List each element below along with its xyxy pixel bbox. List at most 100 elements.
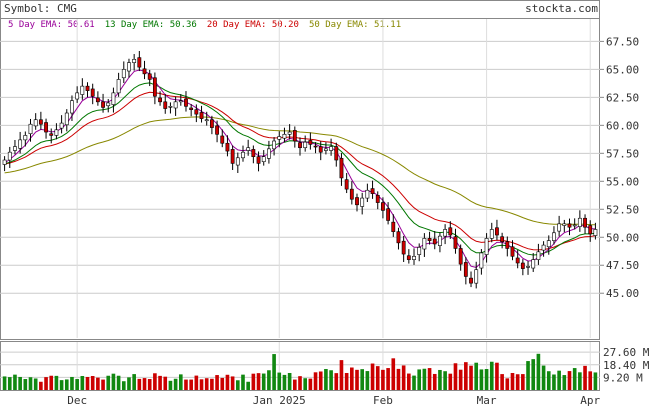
candle-up bbox=[13, 146, 17, 151]
candle-up bbox=[2, 159, 7, 165]
volume-bar-up bbox=[365, 371, 370, 390]
candle-up bbox=[422, 238, 427, 250]
candle-down bbox=[344, 179, 349, 190]
candle-down bbox=[184, 98, 188, 107]
ema-legend: 5 Day EMA: 50.61 13 Day EMA: 50.36 20 Day … bbox=[8, 20, 401, 30]
candle-up bbox=[64, 112, 69, 126]
candle-down bbox=[85, 85, 90, 91]
volume-bar-up bbox=[106, 375, 111, 390]
date-tick-label: Mar bbox=[477, 394, 497, 406]
candle-up bbox=[235, 157, 240, 166]
candle-down bbox=[463, 262, 468, 277]
volume-bar-down bbox=[505, 378, 510, 390]
candle-up bbox=[70, 100, 74, 114]
candle-down bbox=[448, 227, 453, 236]
legend-item: 13 Day EMA: 50.36 bbox=[105, 20, 197, 30]
date-tick-label: Apr bbox=[580, 394, 600, 406]
volume-bar-down bbox=[432, 373, 437, 390]
volume-bar-down bbox=[256, 373, 261, 390]
candle-down bbox=[318, 146, 323, 153]
volume-bar-down bbox=[210, 378, 214, 390]
volume-bar-down bbox=[308, 378, 313, 390]
candle-down bbox=[292, 130, 297, 142]
candle-down bbox=[583, 217, 587, 228]
volume-bar-up bbox=[241, 374, 245, 390]
candle-down bbox=[256, 156, 261, 164]
candle-up bbox=[246, 147, 251, 151]
candle-down bbox=[432, 238, 437, 245]
volume-tick-label: 18.40 M bbox=[603, 359, 650, 372]
volume-bar-up bbox=[422, 368, 427, 390]
candle-down bbox=[199, 112, 204, 119]
candle-down bbox=[147, 73, 152, 80]
volume-bar-up bbox=[593, 372, 598, 390]
candle-down bbox=[391, 221, 396, 232]
candle-down bbox=[90, 88, 95, 97]
candle-up bbox=[329, 146, 334, 151]
candle-down bbox=[308, 140, 313, 145]
volume-bar-up bbox=[168, 380, 173, 390]
candle-up bbox=[303, 141, 308, 149]
candle-up bbox=[18, 139, 23, 149]
candle-down bbox=[334, 146, 339, 161]
candle-down bbox=[588, 225, 593, 235]
volume-bar-up bbox=[412, 375, 416, 390]
candle-up bbox=[536, 251, 541, 260]
volume-bar-up bbox=[75, 379, 79, 390]
candle-down bbox=[406, 255, 411, 260]
candle-down bbox=[427, 238, 432, 241]
candle-up bbox=[557, 223, 562, 232]
candle-down bbox=[38, 119, 43, 125]
candle-up bbox=[438, 235, 442, 246]
volume-bar-up bbox=[7, 377, 12, 390]
candle-up bbox=[360, 197, 365, 207]
volume-bar-up bbox=[23, 379, 28, 390]
candle-down bbox=[469, 277, 473, 284]
price-tick-label: 45.00 bbox=[606, 287, 639, 300]
volume-bar-down bbox=[495, 362, 499, 390]
candle-up bbox=[443, 229, 448, 237]
candle-up bbox=[277, 136, 282, 140]
candle-up bbox=[127, 62, 131, 72]
volume-bar-down bbox=[567, 371, 572, 390]
volume-bar-down bbox=[448, 373, 453, 390]
candle-up bbox=[173, 101, 178, 109]
volume-bar-up bbox=[562, 375, 567, 390]
volume-bars bbox=[2, 353, 598, 390]
volume-bar-up bbox=[526, 361, 530, 390]
price-tick-label: 57.50 bbox=[606, 147, 639, 160]
volume-bar-down bbox=[453, 363, 458, 390]
candle-down bbox=[251, 149, 256, 157]
price-tick-label: 47.50 bbox=[606, 259, 639, 272]
candle-up bbox=[80, 85, 85, 95]
candle-down bbox=[386, 208, 391, 221]
volume-bar-up bbox=[121, 381, 126, 390]
volume-bar-down bbox=[407, 373, 411, 390]
candle-down bbox=[355, 197, 359, 206]
candle-up bbox=[111, 92, 116, 105]
volume-bar-down bbox=[464, 362, 468, 390]
volume-bar-up bbox=[282, 374, 287, 390]
candle-down bbox=[339, 158, 344, 179]
candle-down bbox=[458, 248, 463, 265]
symbol-label: Symbol: CMG bbox=[4, 2, 77, 15]
price-tick-label: 52.50 bbox=[606, 203, 639, 216]
price-candles bbox=[2, 51, 598, 289]
volume-bar-down bbox=[515, 374, 520, 390]
price-tick-label: 55.00 bbox=[606, 175, 639, 188]
candle-up bbox=[116, 79, 121, 94]
volume-bar-down bbox=[370, 363, 375, 390]
volume-bar-up bbox=[54, 375, 59, 390]
candle-up bbox=[266, 148, 271, 159]
volume-bar-up bbox=[246, 381, 250, 390]
volume-bar-down bbox=[225, 374, 230, 390]
volume-bar-down bbox=[427, 368, 432, 390]
volume-bar-down bbox=[215, 375, 219, 390]
candle-down bbox=[381, 202, 385, 211]
price-tick-label: 65.00 bbox=[606, 63, 639, 76]
candle-down bbox=[158, 97, 162, 103]
legend-item: 50 Day EMA: 51.11 bbox=[309, 20, 401, 30]
volume-bar-down bbox=[344, 372, 349, 390]
volume-bar-down bbox=[396, 368, 401, 390]
candle-up bbox=[106, 102, 111, 107]
